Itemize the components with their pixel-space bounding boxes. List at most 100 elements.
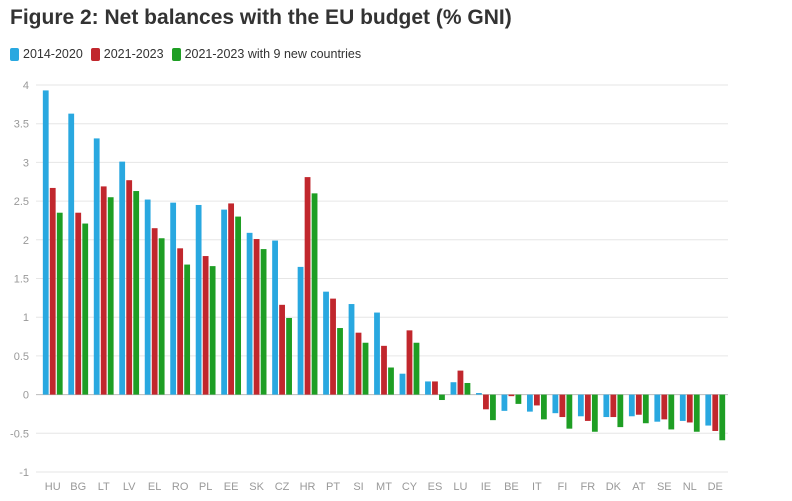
legend-item-2021-2023-new-countries[interactable]: 2021-2023 with 9 new countries (171, 47, 361, 61)
bar-cy-series-0[interactable] (399, 373, 406, 395)
bar-at-series-2[interactable] (642, 394, 649, 424)
y-tick-label: 2.5 (14, 196, 29, 208)
bar-hu-series-0[interactable] (42, 90, 49, 395)
bar-pt-series-0[interactable] (323, 291, 329, 395)
bar-pl-series-2[interactable] (209, 266, 216, 395)
x-tick-label: LV (123, 481, 136, 493)
bar-it-series-2[interactable] (540, 394, 547, 420)
bar-lt-series-0[interactable] (93, 138, 100, 395)
bar-el-series-0[interactable] (144, 199, 151, 395)
x-tick-label: RO (172, 481, 189, 493)
bar-si-series-0[interactable] (348, 304, 355, 395)
bar-fi-series-2[interactable] (566, 394, 573, 429)
y-tick-label: 1.5 (14, 274, 29, 286)
bar-bg-series-2[interactable] (82, 223, 89, 395)
bar-fi-series-0[interactable] (552, 394, 559, 414)
bar-de-series-2[interactable] (719, 394, 726, 441)
bar-nl-series-0[interactable] (679, 394, 686, 421)
bar-ro-series-0[interactable] (170, 202, 177, 395)
x-tick-label: EE (224, 481, 239, 493)
bar-sk-series-2[interactable] (260, 249, 267, 395)
bar-ie-series-2[interactable] (490, 394, 496, 421)
bar-se-series-0[interactable] (654, 394, 661, 422)
bar-sk-series-0[interactable] (246, 232, 253, 395)
bar-mt-series-1[interactable] (381, 345, 387, 395)
bar-de-series-1[interactable] (712, 394, 719, 431)
bar-be-series-1[interactable] (508, 394, 515, 397)
bar-es-series-1[interactable] (432, 381, 438, 395)
x-tick-label: HR (300, 481, 316, 493)
bar-es-series-0[interactable] (425, 381, 431, 395)
bar-cz-series-1[interactable] (279, 304, 285, 395)
bar-dk-series-2[interactable] (617, 394, 624, 428)
bar-hr-series-2[interactable] (311, 193, 318, 395)
bar-cy-series-1[interactable] (406, 330, 413, 395)
bar-hu-series-2[interactable] (56, 212, 63, 395)
bar-pl-series-0[interactable] (195, 204, 202, 395)
bar-ee-series-1[interactable] (228, 203, 235, 395)
bar-mt-series-2[interactable] (388, 367, 394, 395)
x-tick-label: AT (632, 481, 646, 493)
legend-item-2014-2020[interactable]: 2014-2020 (10, 47, 83, 61)
bar-lu-series-0[interactable] (450, 382, 457, 395)
bar-be-series-2[interactable] (515, 394, 522, 404)
bar-dk-series-0[interactable] (603, 394, 610, 418)
bar-si-series-1[interactable] (355, 332, 362, 395)
bar-mt-series-0[interactable] (374, 312, 380, 395)
bar-fi-series-1[interactable] (559, 394, 566, 418)
bar-be-series-0[interactable] (501, 394, 508, 411)
bar-ro-series-2[interactable] (184, 264, 191, 395)
bar-bg-series-0[interactable] (68, 113, 75, 395)
bar-lu-series-2[interactable] (464, 382, 471, 395)
bar-cz-series-2[interactable] (286, 317, 292, 395)
bar-pt-series-1[interactable] (330, 298, 336, 395)
x-tick-label: DE (708, 481, 723, 493)
bar-se-series-2[interactable] (668, 394, 675, 430)
bar-es-series-2[interactable] (439, 394, 445, 401)
bar-lu-series-1[interactable] (457, 370, 464, 395)
bar-sk-series-1[interactable] (253, 239, 260, 395)
bar-si-series-2[interactable] (362, 342, 369, 395)
legend-label-2014-2020: 2014-2020 (23, 47, 83, 61)
bar-pt-series-2[interactable] (337, 328, 343, 395)
bar-ee-series-0[interactable] (221, 209, 228, 395)
bar-de-series-0[interactable] (705, 394, 712, 426)
bar-ee-series-2[interactable] (235, 216, 242, 395)
bar-hr-series-1[interactable] (304, 177, 311, 395)
bar-ie-series-1[interactable] (483, 394, 489, 410)
bar-lv-series-0[interactable] (119, 161, 126, 395)
bar-at-series-1[interactable] (635, 394, 642, 415)
bar-se-series-1[interactable] (661, 394, 668, 420)
x-tick-label: PL (199, 481, 212, 493)
bar-nl-series-1[interactable] (686, 394, 693, 423)
bar-lv-series-2[interactable] (133, 191, 140, 395)
legend-swatch-2014-2020 (10, 47, 19, 61)
bar-cz-series-0[interactable] (272, 240, 278, 395)
bar-fr-series-2[interactable] (591, 394, 598, 432)
bar-at-series-0[interactable] (628, 394, 635, 417)
bar-it-series-1[interactable] (533, 394, 540, 406)
legend-item-2021-2023[interactable]: 2021-2023 (90, 47, 164, 61)
bar-cy-series-2[interactable] (413, 342, 420, 395)
bar-el-series-2[interactable] (158, 238, 165, 395)
bar-fr-series-0[interactable] (577, 394, 584, 417)
bar-hu-series-1[interactable] (49, 187, 56, 395)
bar-fr-series-1[interactable] (584, 394, 591, 421)
bar-it-series-0[interactable] (526, 394, 533, 412)
legend-swatch-2021-2023 (90, 47, 100, 61)
bar-pl-series-1[interactable] (202, 256, 209, 395)
bar-lv-series-1[interactable] (126, 180, 133, 395)
bar-lt-series-2[interactable] (107, 197, 114, 395)
x-tick-label: LT (98, 481, 110, 493)
x-tick-label: IE (481, 481, 491, 493)
bar-ro-series-1[interactable] (177, 248, 184, 395)
bar-dk-series-1[interactable] (610, 394, 617, 418)
bar-nl-series-2[interactable] (693, 394, 700, 432)
bar-ie-series-0[interactable] (476, 393, 482, 395)
bar-el-series-1[interactable] (151, 228, 158, 395)
y-tick-label: 2 (23, 235, 29, 247)
bar-lt-series-1[interactable] (100, 186, 107, 395)
bar-bg-series-1[interactable] (75, 212, 82, 395)
bar-hr-series-0[interactable] (297, 266, 304, 395)
